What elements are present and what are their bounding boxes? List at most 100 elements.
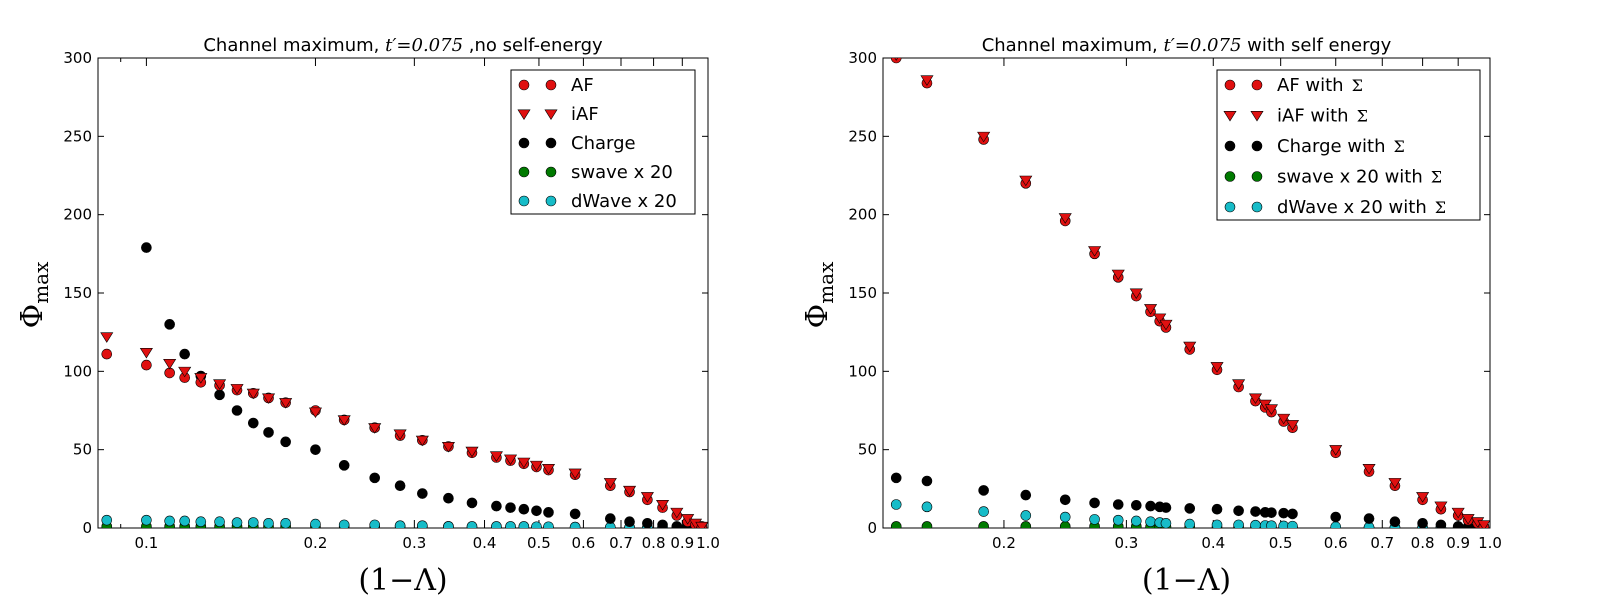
series-3: [141, 242, 708, 528]
legend-entry-name: AF: [571, 75, 594, 96]
data-point: [670, 507, 684, 519]
legend-box: [1216, 69, 1481, 221]
y-axis-label-main: Φ: [800, 304, 835, 329]
x-tick-label: 0.5: [527, 534, 551, 552]
legend-entry-label: iAF with Σ: [1277, 106, 1368, 127]
chart-panel-2: 0 50 100 150 200 250 300 0.2 0.3 0.4 0.5 0.6 0.7 0.8 0…: [800, 35, 1502, 598]
chart-title-suffix: with self energy: [1241, 35, 1391, 56]
data-point: [1184, 518, 1196, 528]
data-point: [1210, 362, 1224, 373]
legend-entry-name: AF with: [1277, 75, 1344, 96]
data-point: [1089, 497, 1100, 509]
legend-entry-label: swave x 20: [571, 162, 673, 183]
data-point: [231, 405, 243, 416]
data-point: [1159, 319, 1173, 331]
x-axis-label: (1−Λ): [358, 563, 447, 598]
data-point: [179, 515, 190, 527]
data-point: [231, 517, 243, 528]
data-point: [518, 521, 530, 528]
data-point: [1019, 175, 1033, 187]
data-point: [1211, 503, 1223, 515]
legend-marker: [544, 109, 558, 120]
data-point: [417, 520, 428, 528]
data-point: [1278, 520, 1289, 528]
data-point: [1088, 246, 1102, 257]
data-point: [280, 436, 291, 448]
data-point: [417, 488, 428, 499]
x-tick-label: 0.9: [670, 534, 694, 552]
data-point: [213, 379, 227, 390]
y-tick-label: 150: [848, 284, 877, 302]
legend-entry-name: Charge with: [1277, 136, 1386, 157]
data-point: [1130, 515, 1142, 527]
chart-title: Channel maximum, t′=0.075 with self ener…: [982, 35, 1392, 56]
legend-entry-label: dWave x 20 with Σ: [1277, 197, 1446, 218]
data-point: [178, 366, 192, 378]
data-point: [1233, 519, 1244, 528]
data-point: [465, 446, 479, 458]
data-point: [394, 480, 406, 492]
data-point: [310, 518, 321, 528]
data-point: [1020, 521, 1032, 528]
data-point: [261, 393, 276, 404]
data-point: [1452, 521, 1464, 528]
series-1: [101, 348, 708, 528]
data-point: [415, 435, 429, 447]
data-point: [337, 415, 351, 426]
legend-entry-name: Charge: [571, 133, 636, 154]
y-tick-label: 0: [82, 519, 92, 537]
data-point: [1111, 269, 1125, 281]
legend-marker: [1224, 171, 1236, 182]
data-point: [1130, 499, 1142, 511]
legend-box: [510, 69, 696, 215]
legend-marker: [545, 166, 557, 178]
data-point: [977, 131, 991, 143]
legend-marker: [1251, 201, 1263, 213]
y-axis-label-main: Φ: [15, 304, 50, 329]
y-tick-label: 150: [63, 284, 92, 302]
y-tick-label: 50: [73, 441, 92, 459]
data-point: [338, 519, 350, 528]
data-point: [605, 513, 616, 524]
data-point: [921, 521, 933, 528]
data-point: [491, 500, 502, 512]
data-point: [695, 521, 708, 528]
data-point: [1416, 492, 1430, 503]
legend-marker: [518, 79, 530, 91]
legend-entry-symbol: Σ: [1352, 76, 1363, 95]
data-point: [541, 463, 556, 475]
data-point: [1183, 341, 1197, 353]
legend-entry-name: swave x 20 with: [1277, 167, 1423, 188]
data-point: [279, 398, 293, 409]
data-point: [369, 472, 381, 484]
data-point: [890, 499, 902, 510]
y-tick-label: 200: [848, 206, 877, 224]
legend-marker: [1251, 140, 1263, 152]
series-2: [894, 58, 1490, 528]
data-point: [338, 460, 350, 471]
data-point: [1020, 510, 1032, 521]
y-axis-label: Φmax: [800, 261, 838, 328]
data-point: [1477, 520, 1490, 528]
data-point: [1461, 514, 1475, 525]
data-point: [1153, 313, 1167, 325]
data-point: [503, 454, 518, 466]
data-point: [921, 475, 933, 487]
legend-marker: [1224, 140, 1236, 152]
data-point: [1287, 520, 1298, 528]
data-point: [623, 485, 637, 497]
data-point: [1129, 288, 1143, 299]
data-point: [101, 348, 113, 360]
data-point: [141, 359, 152, 371]
plot-area: [890, 58, 1490, 528]
y-axis-label: Φmax: [15, 261, 53, 328]
data-point: [1145, 500, 1156, 512]
data-point: [263, 518, 274, 528]
data-point: [443, 492, 454, 504]
data-point: [195, 516, 207, 528]
data-point: [518, 503, 530, 515]
legend-entry-name: iAF with: [1277, 106, 1349, 127]
data-point: [1330, 511, 1342, 523]
legend-entry-name: dWave x 20: [571, 191, 677, 212]
